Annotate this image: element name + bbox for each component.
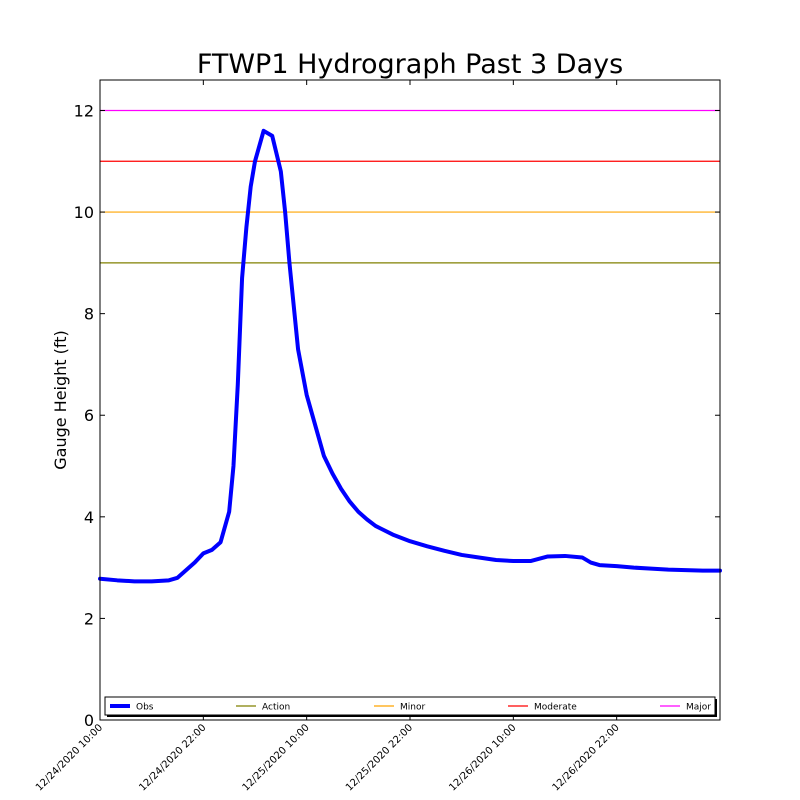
- legend-label-moderate: Moderate: [534, 703, 577, 713]
- x-tick-label: 12/24/2020 10:00: [34, 722, 105, 793]
- legend-label-obs: Obs: [136, 703, 154, 713]
- x-tick-label: 12/26/2020 10:00: [447, 722, 518, 793]
- legend-label-minor: Minor: [400, 703, 425, 713]
- plot-area: [100, 80, 720, 720]
- legend-box: [104, 696, 716, 716]
- legend-label-action: Action: [262, 703, 290, 713]
- y-tick-label: 2: [84, 609, 94, 628]
- y-tick-label: 8: [84, 305, 94, 324]
- y-tick-label: 6: [84, 406, 94, 425]
- y-axis-ticks: 0 2 4 6 8 10 12: [74, 101, 720, 730]
- y-axis-label: Gauge Height (ft): [51, 330, 70, 470]
- x-tick-label: 12/26/2020 22:00: [551, 722, 622, 793]
- threshold-lines: [100, 109, 720, 264]
- y-tick-label: 12: [74, 101, 94, 120]
- y-tick-label: 0: [84, 711, 94, 730]
- legend: Obs Action Minor Moderate Major: [104, 696, 717, 717]
- x-tick-label: 12/24/2020 22:00: [137, 722, 208, 793]
- y-tick-label: 10: [74, 203, 94, 222]
- x-tick-label: 12/25/2020 10:00: [241, 722, 312, 793]
- legend-label-major: Major: [686, 703, 711, 713]
- obs-series: [98, 128, 722, 584]
- obs-line: [98, 128, 722, 584]
- y-tick-label: 4: [84, 508, 94, 527]
- chart-title: FTWP1 Hydrograph Past 3 Days: [197, 49, 623, 80]
- x-tick-label: 12/25/2020 22:00: [344, 722, 415, 793]
